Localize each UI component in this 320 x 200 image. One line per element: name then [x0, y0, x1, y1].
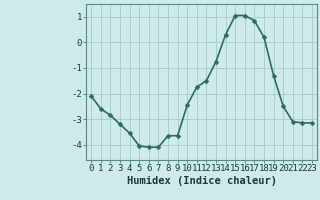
X-axis label: Humidex (Indice chaleur): Humidex (Indice chaleur): [127, 176, 276, 186]
